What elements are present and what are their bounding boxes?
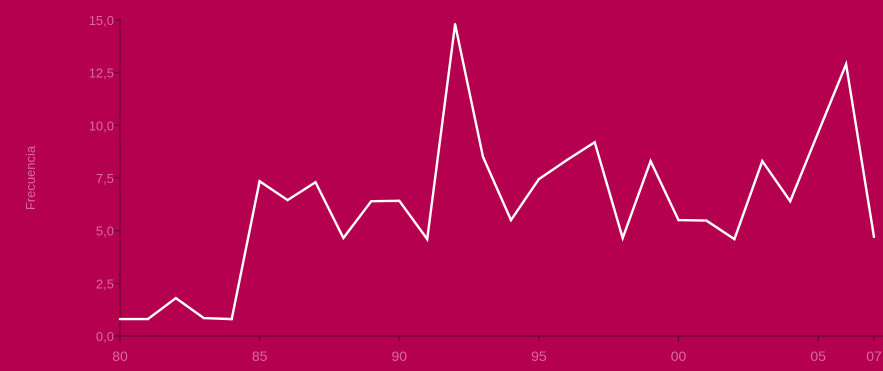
data-point bbox=[844, 63, 848, 66]
data-point bbox=[872, 235, 876, 239]
x-tick-label: 95 bbox=[531, 348, 547, 364]
y-tick-label: 15,0 bbox=[89, 13, 114, 28]
data-point bbox=[425, 237, 429, 241]
data-point bbox=[174, 296, 178, 300]
data-point bbox=[342, 236, 345, 240]
series-line bbox=[120, 23, 876, 321]
x-tick-label: 80 bbox=[112, 348, 128, 364]
series-layer bbox=[118, 23, 876, 321]
axes bbox=[119, 18, 883, 337]
data-point bbox=[761, 159, 764, 163]
x-axis-ticks: 80 85 90 95 00 05 07 bbox=[112, 336, 882, 364]
y-tick-label: 5,0 bbox=[96, 224, 114, 239]
y-axis-ticks: 0,0 2,5 5,0 7,5 10,0 12,5 15,0 bbox=[89, 13, 120, 344]
data-point bbox=[453, 23, 457, 26]
x-tick-label: 90 bbox=[391, 348, 407, 364]
data-point bbox=[258, 179, 261, 183]
data-point bbox=[286, 198, 289, 202]
data-point bbox=[398, 199, 401, 202]
data-point bbox=[565, 158, 569, 162]
data-point bbox=[593, 140, 596, 144]
data-point bbox=[649, 159, 652, 163]
data-point bbox=[146, 317, 150, 321]
data-point bbox=[537, 177, 541, 181]
data-point bbox=[789, 199, 792, 203]
y-tick-label: 0,0 bbox=[96, 329, 114, 344]
data-point bbox=[509, 218, 513, 222]
data-point bbox=[733, 237, 736, 241]
data-point bbox=[370, 199, 373, 203]
data-point bbox=[816, 131, 820, 134]
x-tick-label: 05 bbox=[810, 348, 826, 364]
data-point bbox=[481, 155, 485, 159]
y-tick-label: 7,5 bbox=[96, 171, 114, 186]
data-point bbox=[677, 218, 680, 222]
x-tick-label: 00 bbox=[671, 348, 687, 364]
data-point bbox=[621, 236, 624, 240]
y-tick-label: 2,5 bbox=[96, 276, 114, 291]
data-point bbox=[118, 317, 122, 321]
x-tick-label: 85 bbox=[252, 348, 268, 364]
y-tick-label: 12,5 bbox=[89, 66, 114, 81]
y-tick-label: 10,0 bbox=[89, 118, 114, 133]
data-point bbox=[705, 219, 708, 222]
data-point bbox=[230, 317, 233, 321]
x-tick-label: 07 bbox=[866, 348, 882, 364]
data-point bbox=[202, 316, 205, 320]
data-point bbox=[314, 181, 317, 184]
y-axis-label: Frecuencia bbox=[23, 145, 38, 210]
